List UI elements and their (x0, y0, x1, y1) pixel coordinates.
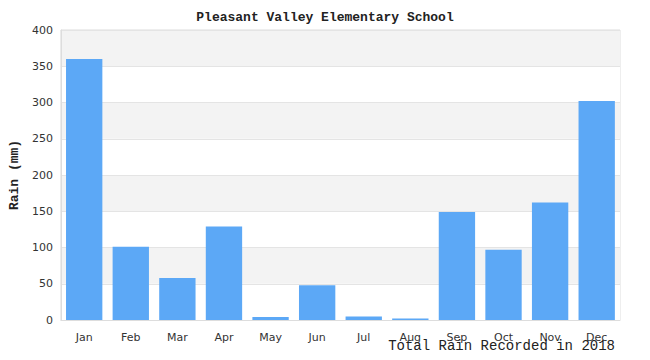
svg-text:Total Rain Recorded in 2018: Total Rain Recorded in 2018 (388, 338, 615, 354)
svg-text:Pleasant Valley Elementary Sch: Pleasant Valley Elementary School (196, 10, 454, 25)
svg-text:Jan: Jan (75, 331, 93, 344)
svg-text:250: 250 (32, 132, 53, 145)
svg-text:300: 300 (32, 96, 53, 109)
svg-text:200: 200 (32, 169, 53, 182)
svg-text:Feb: Feb (121, 331, 140, 344)
svg-text:Apr: Apr (214, 331, 234, 344)
svg-text:150: 150 (32, 205, 53, 218)
svg-text:May: May (259, 331, 282, 344)
svg-text:400: 400 (32, 24, 53, 37)
svg-text:Jul: Jul (356, 331, 370, 344)
svg-text:50: 50 (39, 277, 53, 290)
svg-text:Jun: Jun (308, 331, 326, 344)
svg-text:100: 100 (32, 241, 53, 254)
svg-text:350: 350 (32, 60, 53, 73)
svg-text:Rain (mm): Rain (mm) (7, 140, 22, 210)
svg-text:Mar: Mar (167, 331, 188, 344)
svg-text:0: 0 (46, 314, 53, 327)
